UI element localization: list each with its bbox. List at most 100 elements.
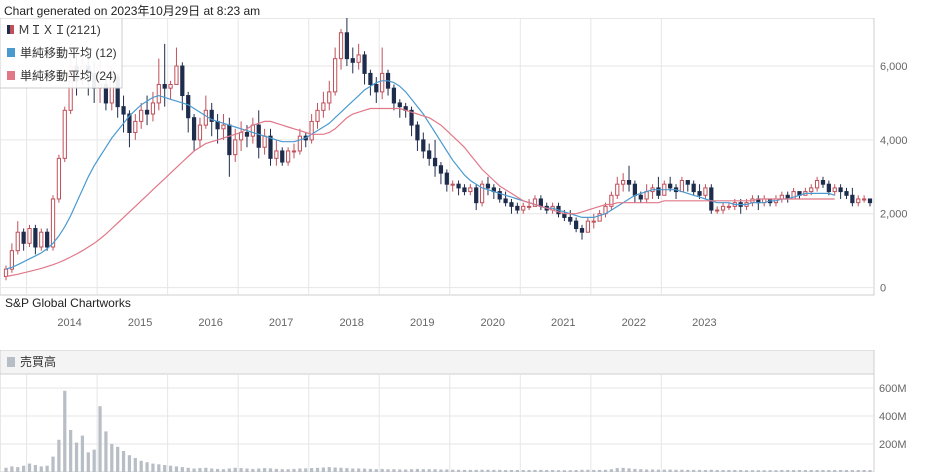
candle [50, 195, 56, 251]
volume-bar [251, 468, 255, 472]
volume-bar [210, 468, 214, 472]
price-x-tick-label: 2017 [269, 317, 293, 329]
volume-bar [274, 468, 278, 472]
volume-plot-frame [0, 373, 875, 472]
price-legend: ＭＩＸＩ(2121) 単純移動平均 (12) 単純移動平均 (24) [0, 18, 123, 89]
volume-bar [756, 470, 760, 472]
candle [197, 117, 203, 148]
sma12-line [5, 80, 835, 270]
candle [574, 217, 579, 233]
volume-bar [556, 470, 561, 472]
volume-bar [22, 465, 26, 472]
volume-bar [186, 467, 190, 472]
candles-group [3, 18, 873, 281]
volume-bar [568, 470, 572, 472]
volume-bar [86, 452, 90, 472]
volume-bar [850, 470, 854, 472]
volume-bar [98, 406, 102, 472]
volume-chart: 売買高 600M 400M 200M [0, 350, 907, 472]
price-x-tick-label: 2018 [339, 317, 363, 329]
volume-bar [821, 470, 825, 472]
volume-bar [674, 469, 678, 472]
volume-bar [374, 469, 378, 472]
volume-bar [809, 470, 813, 472]
volume-bar [33, 465, 38, 472]
candle [121, 95, 126, 133]
candle [374, 77, 379, 103]
volume-bar [404, 469, 408, 472]
candle [186, 91, 191, 133]
candle [474, 184, 479, 211]
volume-bar [333, 467, 337, 472]
volume-bar [345, 468, 349, 472]
volume-bar [192, 468, 196, 472]
chart-credit: S&P Global Chartworks [5, 296, 131, 310]
volume-bar [268, 468, 273, 472]
volume-bar [768, 470, 772, 472]
volume-bar [245, 468, 249, 472]
volume-bar [733, 470, 737, 472]
volume-bar [74, 442, 79, 472]
volume-bar [715, 470, 719, 472]
volume-bar [174, 466, 179, 472]
candle [579, 224, 585, 240]
volume-legend-swatch [7, 357, 15, 367]
volume-bar [63, 390, 67, 472]
price-x-tick-label: 2019 [410, 317, 434, 329]
volume-bar [104, 431, 108, 472]
volume-bar [357, 468, 361, 472]
price-x-tick-label: 2023 [692, 317, 716, 329]
candle [362, 51, 367, 85]
volume-bar [139, 460, 143, 472]
volume-bar [650, 469, 655, 472]
volume-bar [621, 467, 625, 472]
volume-bar [392, 469, 396, 472]
candle [438, 162, 444, 185]
volume-x-grid [26, 374, 662, 472]
volume-bar [239, 468, 243, 472]
volume-bar [474, 469, 478, 472]
candle [309, 114, 314, 144]
volume-bar [533, 469, 537, 472]
candle [626, 165, 632, 192]
volume-bar [709, 469, 713, 472]
candle [221, 114, 226, 140]
volume-bar [163, 465, 167, 472]
volume-bar [415, 468, 420, 472]
legend-swatch-sma12 [7, 48, 15, 57]
volume-bar [133, 458, 137, 472]
volume-bar [39, 466, 43, 472]
price-y-tick-label: 2,000 [880, 209, 908, 221]
volume-bar [157, 464, 161, 472]
volume-bar [198, 468, 202, 472]
volume-bar [221, 469, 226, 472]
legend-label-mixi: ＭＩＸＩ(2121) [18, 23, 101, 37]
volume-bar [515, 470, 519, 472]
candle [391, 84, 397, 111]
volume-bar [592, 469, 596, 472]
volume-bar [480, 469, 484, 472]
candle [715, 206, 720, 214]
volume-bar [4, 467, 8, 472]
volume-bar [727, 470, 731, 472]
candle [856, 195, 861, 207]
volume-bar [545, 470, 549, 472]
price-x-tick-label: 2020 [481, 317, 505, 329]
volume-bar [168, 465, 173, 472]
candle [820, 176, 826, 188]
candle [315, 102, 320, 129]
candle [456, 180, 461, 196]
candle [503, 191, 508, 207]
volume-bar [498, 469, 502, 472]
volume-bar [386, 469, 390, 472]
candle [350, 47, 355, 74]
volume-bar [815, 470, 819, 472]
price-y-grid [0, 65, 874, 289]
price-y-tick-label: 4,000 [880, 135, 908, 147]
volume-bar [45, 465, 49, 472]
candle [56, 154, 62, 203]
candle [526, 198, 532, 211]
volume-bar [645, 469, 649, 472]
volume-bar [204, 467, 208, 472]
candle [268, 128, 273, 166]
